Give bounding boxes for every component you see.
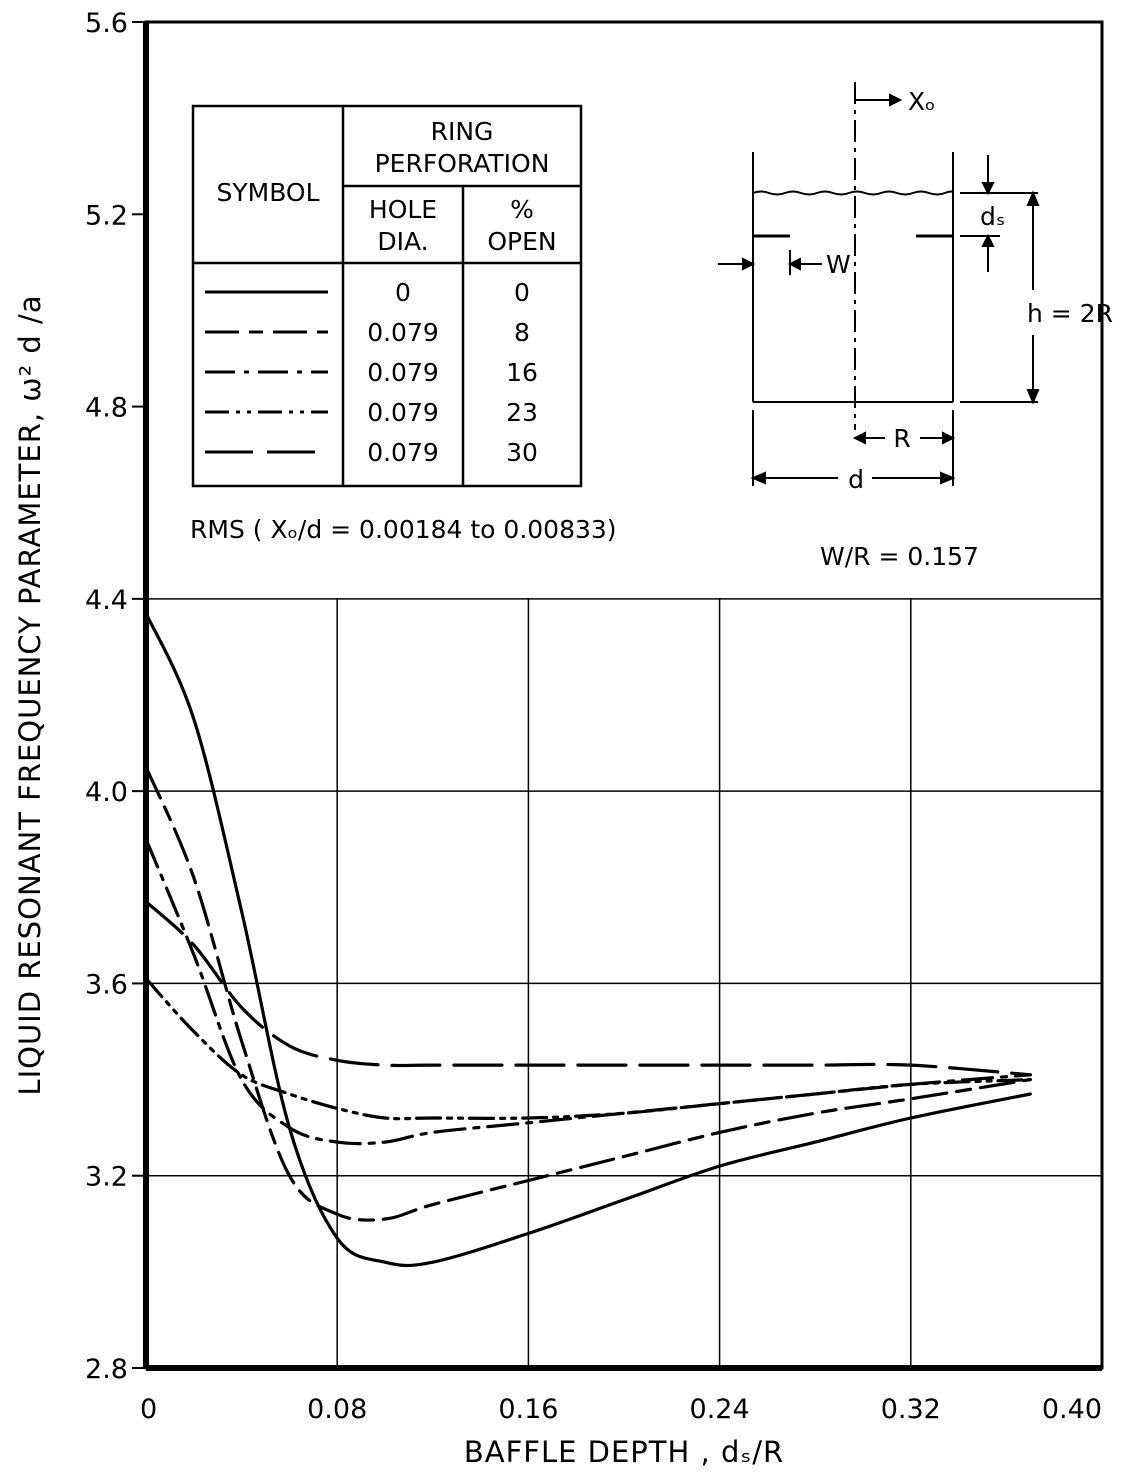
legend-rows: 0 0 0.079 8 0.079 16 0.079 23 0.079 30 <box>205 278 538 467</box>
y-axis-title: LIQUID RESONANT FREQUENCY PARAMETER, ω² … <box>13 294 47 1095</box>
legend-symbol-header: SYMBOL <box>216 178 319 207</box>
legend-open-header-2: OPEN <box>487 227 556 256</box>
legend-hole-1: 0.079 <box>367 318 439 347</box>
y-tick-label-5: 4.8 <box>85 393 128 424</box>
x-tick-label-0: 0 <box>140 1394 157 1425</box>
legend-open-4: 30 <box>506 438 538 467</box>
y-tick-label-0: 2.8 <box>85 1354 128 1385</box>
legend-open-3: 23 <box>506 398 538 427</box>
ds-label: dₛ <box>980 202 1005 231</box>
d-label: d <box>848 465 864 494</box>
series-line-0 <box>144 611 1032 1268</box>
x-tick-label-4: 0.32 <box>881 1394 941 1425</box>
r-arrow-left-head <box>852 431 866 445</box>
legend-hole-2: 0.079 <box>367 358 439 387</box>
y-tick-label-4: 4.4 <box>85 585 128 616</box>
h-arrow-up-head <box>1026 190 1040 206</box>
x-tick-label-2: 0.16 <box>498 1394 558 1425</box>
legend-table: SYMBOL RING PERFORATION HOLE DIA. % OPEN… <box>191 104 583 488</box>
tank-schematic <box>718 82 1040 486</box>
series-line-4 <box>144 900 1032 1077</box>
legend-ring-header-1: RING <box>431 117 494 146</box>
ds-arrow-top-head <box>981 182 995 196</box>
ds-arrow-bottom-head <box>981 233 995 247</box>
legend-ring-header-2: PERFORATION <box>375 149 550 178</box>
r-arrow-right-head <box>942 431 956 445</box>
x-axis-title: BAFFLE DEPTH , dₛ/R <box>464 1435 784 1469</box>
legend-border <box>191 104 583 488</box>
legend-hole-header-2: DIA. <box>377 227 428 256</box>
legend-open-header-1: % <box>510 195 534 224</box>
series-line-1 <box>144 765 1032 1222</box>
wr-note: W/R = 0.157 <box>820 542 979 571</box>
x-tick-label-5: 0.40 <box>1042 1394 1102 1425</box>
x-tick-label-1: 0.08 <box>307 1394 367 1425</box>
y-tick-label-3: 4.0 <box>85 777 128 808</box>
w-arrow-left-head <box>742 257 756 271</box>
legend-hole-0: 0 <box>395 278 411 307</box>
legend-open-0: 0 <box>514 278 530 307</box>
r-label: R <box>893 424 910 453</box>
liquid-surface <box>752 190 954 196</box>
series-line-2 <box>144 837 1032 1146</box>
legend-open-2: 16 <box>506 358 538 387</box>
d-arrow-left-head <box>750 471 766 485</box>
h-label: h = 2R <box>1027 299 1113 328</box>
y-tick-label-7: 5.6 <box>85 8 128 39</box>
legend-hole-3: 0.079 <box>367 398 439 427</box>
d-arrow-right-head <box>940 471 956 485</box>
w-label: W <box>826 250 851 279</box>
h-arrow-down-head <box>1026 389 1040 405</box>
y-tick-label-2: 3.6 <box>85 969 128 1000</box>
y-tick-label-6: 5.2 <box>85 200 128 231</box>
legend-open-1: 8 <box>514 318 530 347</box>
series-layer <box>144 611 1032 1268</box>
y-tick-label-1: 3.2 <box>85 1162 128 1193</box>
w-arrow-right-head <box>787 257 801 271</box>
legend-hole-header-1: HOLE <box>369 195 437 224</box>
legend-hole-4: 0.079 <box>367 438 439 467</box>
x0-label: Xₒ <box>908 87 935 116</box>
x0-arrow-head <box>889 93 903 107</box>
x-tick-label-3: 0.24 <box>690 1394 750 1425</box>
ticks: 2.8 3.2 3.6 4.0 4.4 4.8 5.2 5.6 0 0.08 0.16 0.24 0.3… <box>85 8 1102 1425</box>
rms-note: RMS ( Xₒ/d = 0.00184 to 0.00833) <box>190 515 617 544</box>
series-line-3 <box>144 977 1032 1121</box>
grid <box>146 598 1102 1368</box>
